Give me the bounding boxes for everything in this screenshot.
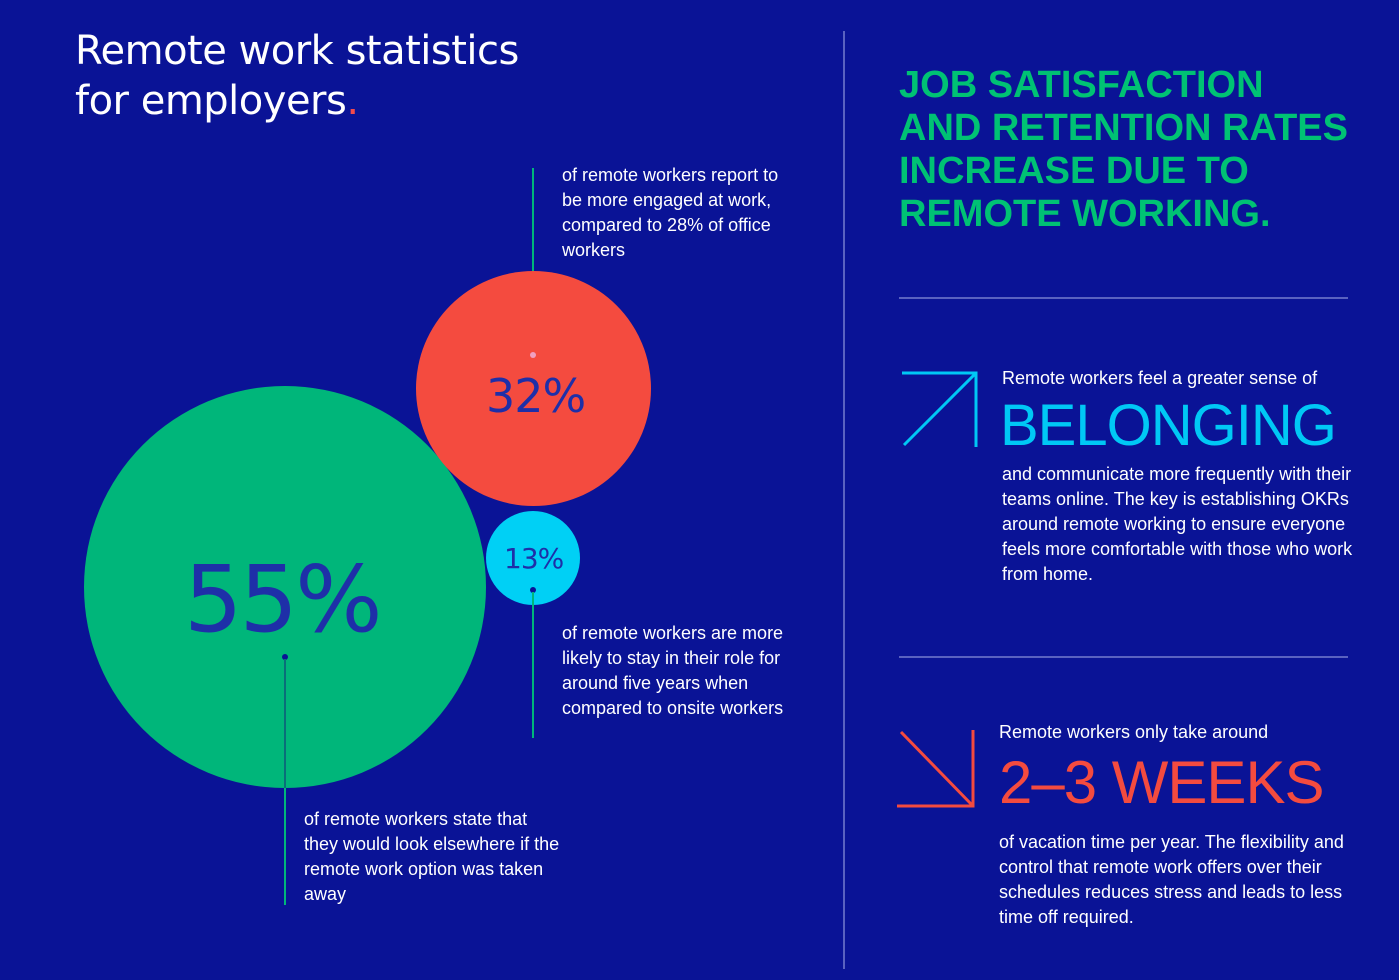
title-line-1: Remote work statistics	[75, 28, 519, 74]
connector-line-55	[284, 659, 286, 905]
section-divider-1	[899, 297, 1348, 299]
stat-value-13: 13%	[504, 542, 564, 575]
stat-value-55: 55%	[184, 546, 382, 653]
headline-line-2: AND RETENTION RATES	[899, 107, 1348, 149]
belonging-keyword: BELONGING	[1000, 393, 1337, 458]
vacation-lead: Remote workers only take around	[999, 722, 1269, 742]
arrow-down-right-icon	[897, 730, 975, 808]
belonging-lead: Remote workers feel a greater sense of	[1002, 368, 1318, 388]
stat-description-55: of remote workers state that they would …	[304, 809, 560, 904]
connector-line-55-lower	[284, 788, 286, 905]
title-accent-dot: .	[346, 78, 359, 124]
marker-dot-55	[282, 654, 288, 660]
headline-line-1: JOB SATISFACTION	[899, 64, 1264, 106]
title-line-2-text: for employers	[75, 78, 347, 124]
stat-circle-32: 32%	[416, 271, 651, 506]
title-line-2: for employers.	[75, 76, 519, 126]
vacation-keyword: 2–3 WEEKS	[999, 749, 1324, 816]
connector-line-13	[532, 592, 534, 738]
belonging-text: and communicate more frequently with the…	[1002, 464, 1353, 584]
headline-line-4: REMOTE WORKING.	[899, 193, 1271, 235]
vacation-text: of vacation time per year. The flexibili…	[999, 832, 1344, 927]
marker-dot-13	[530, 587, 536, 593]
headline: JOB SATISFACTION AND RETENTION RATES INC…	[899, 64, 1369, 236]
center-divider	[843, 31, 845, 969]
stat-description-32: of remote workers report to be more enga…	[562, 165, 779, 260]
section-divider-2	[899, 656, 1348, 658]
arrow-up-right-icon	[902, 371, 978, 447]
marker-dot-32	[530, 352, 536, 358]
stat-description-13: of remote workers are more likely to sta…	[562, 623, 784, 718]
headline-line-3: INCREASE DUE TO	[899, 150, 1249, 192]
connector-line-32	[532, 168, 534, 356]
page-title: Remote work statistics for employers.	[75, 26, 519, 126]
stat-value-32: 32%	[486, 369, 586, 423]
